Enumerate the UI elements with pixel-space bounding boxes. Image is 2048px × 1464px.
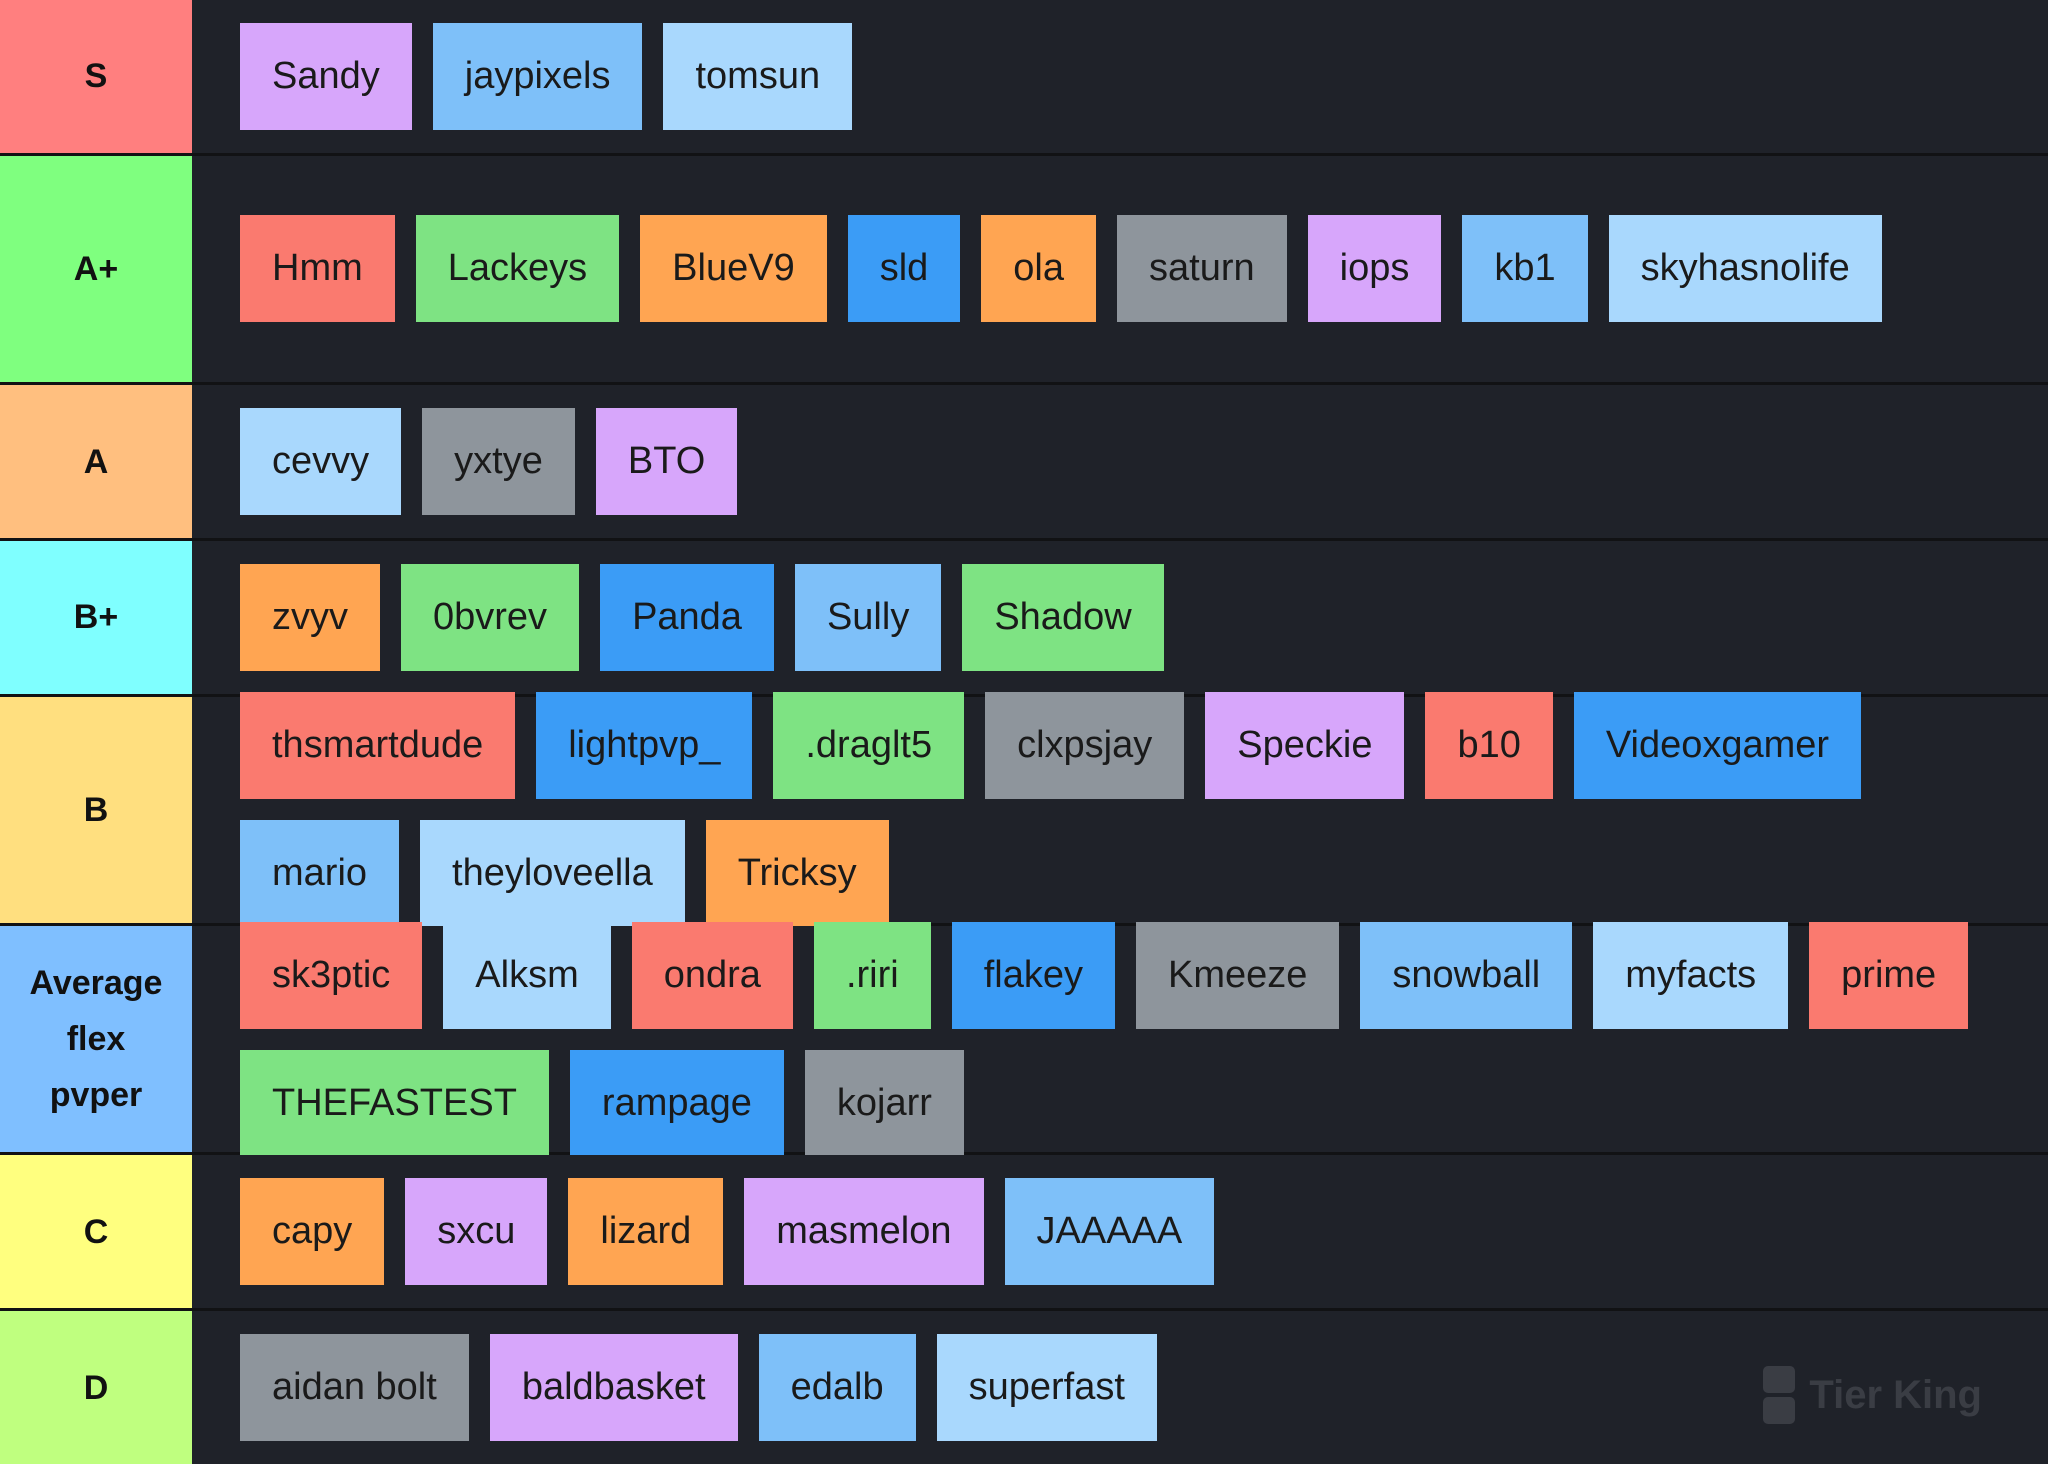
tier-label-text: D — [83, 1368, 109, 1407]
tier-item[interactable]: ondra — [631, 921, 793, 1029]
tier-item[interactable]: Hmm — [240, 215, 395, 323]
tier-item[interactable]: iops — [1307, 215, 1442, 323]
tier-item[interactable]: kb1 — [1462, 215, 1588, 323]
tier-item[interactable]: myfacts — [1593, 921, 1789, 1029]
tier-items: sk3ptic Alksm ondra .riri flakey Kmeeze snowba… — [192, 921, 2048, 1157]
tier-item[interactable]: kojarr — [804, 1049, 964, 1157]
tier-item[interactable]: Sandy — [240, 22, 412, 130]
tier-label[interactable]: B — [0, 696, 192, 924]
tier-item[interactable]: prime — [1809, 921, 1969, 1029]
tier-item[interactable]: skyhasnolife — [1608, 215, 1882, 323]
tier-item[interactable]: superfast — [936, 1334, 1157, 1442]
tier-label-text: C — [83, 1212, 109, 1251]
tier-label-text: A — [83, 442, 109, 481]
tier-item[interactable]: snowball — [1360, 921, 1573, 1029]
tier-items: thsmartdude lightpvp_ .draglt5 clxpsjay Spec… — [192, 692, 2048, 928]
tier-item[interactable]: jaypixels — [432, 22, 643, 130]
tier-item[interactable]: b10 — [1425, 692, 1553, 800]
tier-item[interactable]: cevvy — [240, 408, 402, 516]
tier-item[interactable]: sk3ptic — [240, 921, 423, 1029]
tier-item[interactable]: Kmeeze — [1135, 921, 1340, 1029]
tier-item[interactable]: .riri — [813, 921, 931, 1029]
tier-label[interactable]: A+ — [0, 155, 192, 383]
tier-items: aidan bolt baldbasket edalb superfast — [192, 1311, 2048, 1464]
tier-item[interactable]: ola — [981, 215, 1097, 323]
tier-item[interactable]: clxpsjay — [985, 692, 1185, 800]
watermark: Tier King — [1763, 1366, 1982, 1424]
tier-row: B+ zvyv 0bvrev Panda Sully Shadow — [0, 540, 2048, 694]
tier-item[interactable]: flakey — [951, 921, 1115, 1029]
tier-items: Hmm Lackeys BlueV9 sld ola saturn iops kb1 skyha… — [192, 156, 2048, 382]
tier-item[interactable]: Tricksy — [705, 820, 889, 928]
tier-label[interactable]: Average flex pvper — [0, 926, 192, 1153]
tier-item[interactable]: Sully — [794, 563, 942, 671]
tier-item[interactable]: Panda — [600, 563, 774, 671]
tier-row: S Sandy jaypixels tomsun — [0, 0, 2048, 153]
tier-label[interactable]: B+ — [0, 540, 192, 694]
tier-item[interactable]: capy — [240, 1178, 385, 1286]
tier-item[interactable]: Lackeys — [415, 215, 620, 323]
tier-label[interactable]: D — [0, 1311, 192, 1464]
tier-item[interactable]: theyloveella — [420, 820, 685, 928]
tier-item[interactable]: BTO — [595, 408, 738, 516]
tier-item[interactable]: saturn — [1117, 215, 1287, 323]
tier-item[interactable]: edalb — [758, 1334, 916, 1442]
tier-item[interactable]: aidan bolt — [240, 1334, 469, 1442]
logo — [1763, 1366, 1796, 1424]
tier-label-text: B+ — [73, 598, 119, 637]
tier-item[interactable]: 0bvrev — [401, 563, 580, 671]
tier-item[interactable]: Shadow — [962, 563, 1164, 671]
tier-row: A+ Hmm Lackeys BlueV9 sld ola saturn iops kb1 sky… — [0, 155, 2048, 383]
tier-label[interactable]: A — [0, 385, 192, 538]
tier-item[interactable]: sxcu — [405, 1178, 548, 1286]
tier-item[interactable]: masmelon — [744, 1178, 984, 1286]
tier-label-text: A+ — [73, 249, 119, 288]
tier-item[interactable]: BlueV9 — [640, 215, 827, 323]
tier-row: Average flex pvper sk3ptic Alksm ondra .riri… — [0, 921, 2048, 1157]
tier-item[interactable]: JAAAAA — [1004, 1178, 1215, 1286]
tier-label-text: Average flex pvper — [29, 964, 163, 1115]
tier-item[interactable]: lightpvp_ — [536, 692, 753, 800]
tier-label[interactable]: C — [0, 1155, 192, 1309]
tier-item[interactable]: baldbasket — [489, 1334, 738, 1442]
tier-item[interactable]: rampage — [569, 1049, 784, 1157]
tier-items: cevvy yxtye BTO — [192, 385, 2048, 538]
tier-item[interactable]: .draglt5 — [773, 692, 965, 800]
tier-item[interactable]: lizard — [568, 1178, 724, 1286]
tier-item[interactable]: zvyv — [240, 563, 380, 671]
tier-label[interactable]: S — [0, 0, 192, 153]
tier-item[interactable]: thsmartdude — [240, 692, 516, 800]
tier-item[interactable]: THEFASTEST — [240, 1049, 549, 1157]
tier-item[interactable]: yxtye — [422, 408, 575, 516]
watermark-text: Tier King — [1809, 1372, 1982, 1417]
tier-item[interactable]: Videoxgamer — [1573, 692, 1862, 800]
tier-item[interactable]: Alksm — [443, 921, 611, 1029]
tier-item[interactable]: tomsun — [663, 22, 853, 130]
tier-item[interactable]: sld — [847, 215, 961, 323]
tier-item[interactable]: mario — [240, 820, 400, 928]
tier-label-text: B — [83, 790, 109, 829]
tier-item[interactable]: Speckie — [1205, 692, 1405, 800]
tier-items: capy sxcu lizard masmelon JAAAAA — [192, 1155, 2048, 1308]
tier-items: zvyv 0bvrev Panda Sully Shadow — [192, 541, 2048, 694]
tier-items: Sandy jaypixels tomsun — [192, 0, 2048, 153]
tier-label-text: S — [84, 57, 108, 96]
